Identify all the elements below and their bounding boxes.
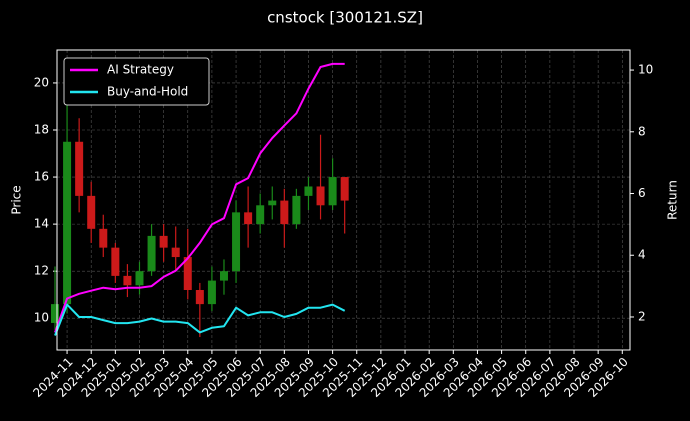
y2-tick-label: 2 (638, 309, 646, 323)
candle-body (63, 141, 72, 305)
legend-label: Buy-and-Hold (107, 85, 188, 99)
candle-body (195, 290, 204, 305)
y2-tick-label: 8 (638, 124, 646, 138)
candle-body (280, 200, 289, 225)
y-tick-label: 10 (34, 311, 49, 325)
y-tick-label: 12 (34, 264, 49, 278)
candle-body (111, 247, 120, 276)
candle-body (244, 212, 253, 225)
candle-body (99, 228, 108, 248)
candle-body (316, 186, 325, 206)
candle-body (292, 195, 301, 225)
y-tick-label: 16 (34, 170, 49, 184)
candle-body (219, 271, 228, 281)
line-series (54, 62, 345, 333)
candle-body (147, 235, 156, 272)
candle-body (51, 304, 59, 323)
y2-tick-label: 10 (638, 63, 653, 77)
candle-body (75, 141, 84, 196)
y2-tick-label: 6 (638, 186, 646, 200)
candle-body (159, 235, 168, 248)
y-axis-label: Price (10, 185, 24, 214)
candle-body (256, 205, 265, 225)
y-tick-label: 20 (34, 75, 49, 89)
legend: AI Strategy Buy-and-Hold (63, 57, 210, 106)
candle-body (340, 177, 349, 201)
candle-body (232, 212, 241, 272)
legend-label: AI Strategy (107, 63, 174, 77)
y-tick-label: 14 (34, 217, 49, 231)
plot-frame (56, 49, 631, 351)
legend-box (63, 57, 210, 106)
candle-body (328, 177, 337, 206)
candle-body (87, 195, 96, 229)
chart-title: cnstock [300121.SZ] (267, 9, 423, 27)
y-tick-label: 18 (34, 123, 49, 137)
candle-body (183, 257, 192, 290)
candle-body (268, 200, 277, 206)
candle-body (123, 275, 132, 286)
candle-body (135, 271, 144, 286)
y2-tick-label: 4 (638, 248, 646, 262)
candle-body (207, 280, 216, 305)
candle-body (171, 247, 180, 258)
candle-body (304, 186, 313, 196)
line-series (54, 303, 346, 336)
y2-axis-label: Return (666, 180, 680, 220)
